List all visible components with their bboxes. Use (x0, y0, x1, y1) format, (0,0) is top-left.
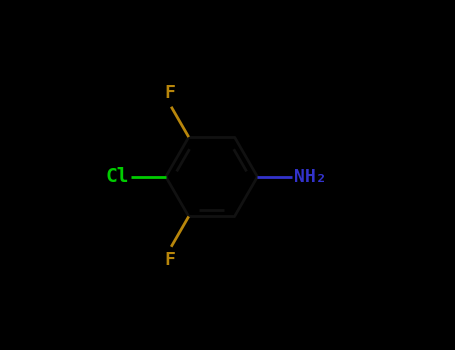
Text: NH₂: NH₂ (294, 168, 326, 186)
Text: Cl: Cl (106, 167, 129, 186)
Text: F: F (164, 84, 175, 102)
Text: F: F (164, 251, 175, 270)
